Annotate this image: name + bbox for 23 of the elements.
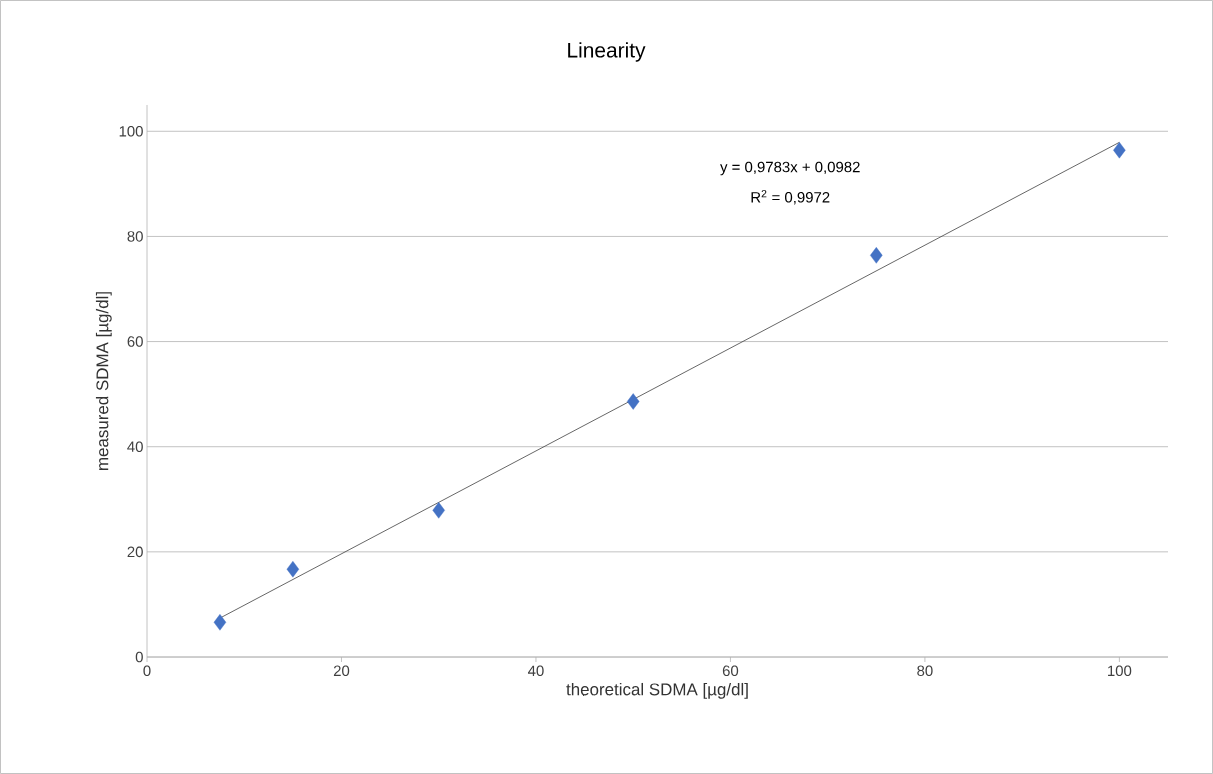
point <box>870 247 883 264</box>
point <box>626 393 640 410</box>
y-tick-label: 80 <box>127 231 143 242</box>
point <box>213 614 227 631</box>
y-tick-label: 20 <box>127 546 143 558</box>
point <box>286 561 300 578</box>
annotation: y = 0,9783x + 0,0982 <box>720 161 860 176</box>
chart-title: Linearity <box>568 42 646 62</box>
y-axis-title: measured SDMA [µg/dl] <box>95 292 112 470</box>
x-tick-label: 100 <box>1108 665 1132 677</box>
x-axis-title: theoretical SDMA [µg/dl] <box>566 682 748 699</box>
y-tick-label: 0 <box>135 651 143 663</box>
point <box>432 502 445 519</box>
x-tick-label: 80 <box>917 665 933 677</box>
point <box>1113 142 1126 159</box>
y-tick-label: 60 <box>127 336 143 347</box>
y-tick-label: 100 <box>119 125 143 137</box>
x-tick-label: 20 <box>333 665 350 677</box>
x-tick-label: 60 <box>722 665 739 677</box>
y-tick-label: 40 <box>127 441 143 452</box>
x-tick-label: 0 <box>143 665 151 677</box>
annotation: R$^{2}$ = 0,9972 <box>751 189 830 205</box>
x-tick-label: 40 <box>527 665 544 677</box>
